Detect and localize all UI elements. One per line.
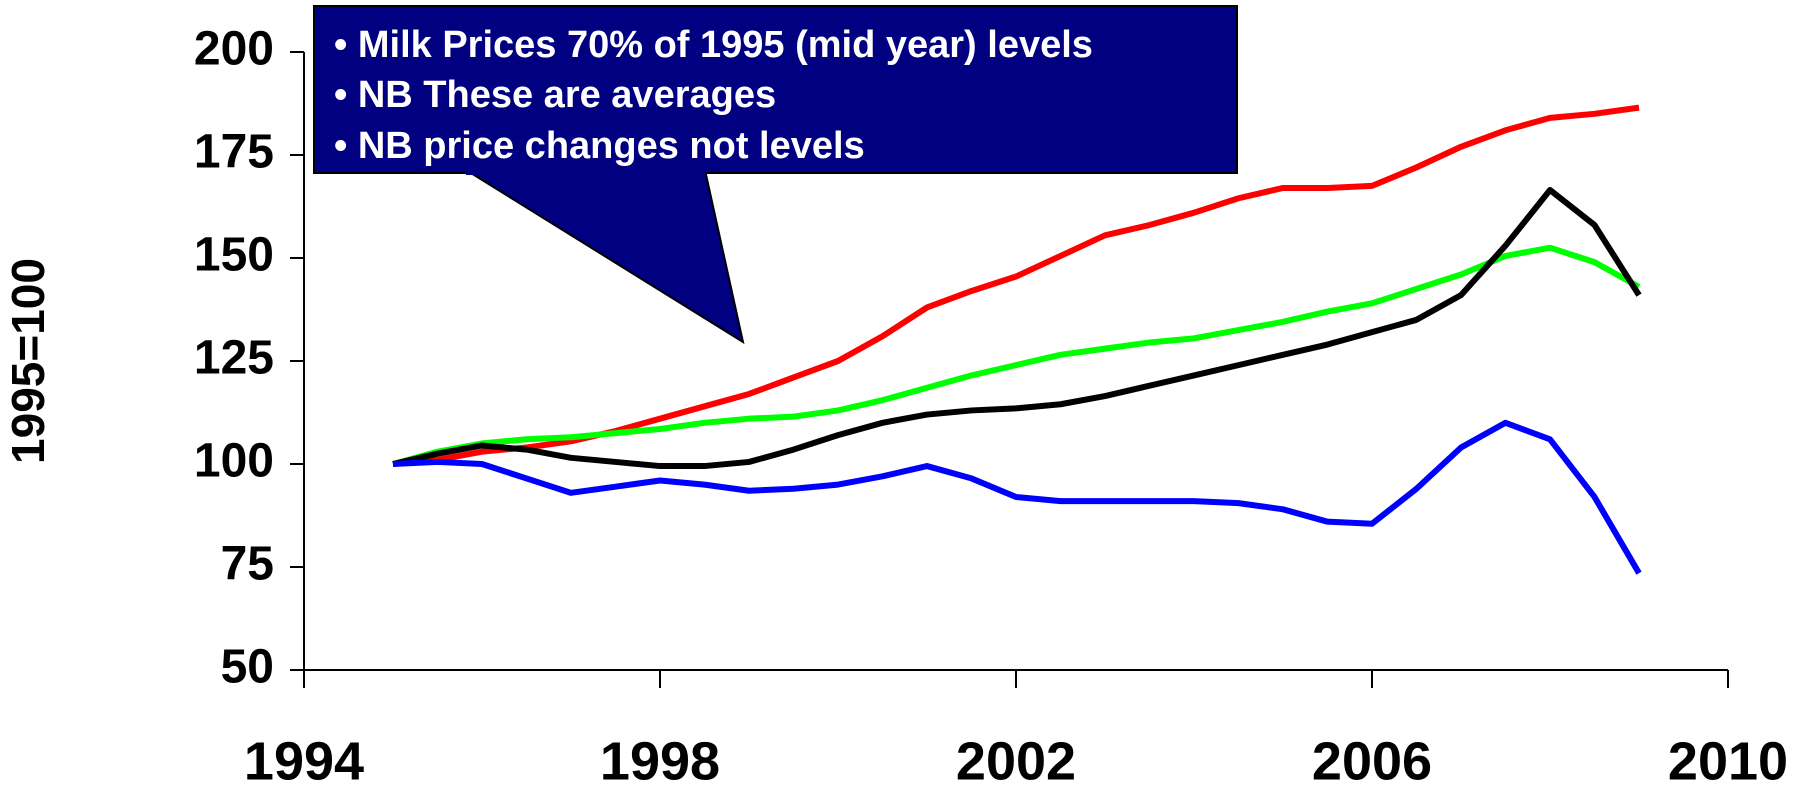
- series-line: [392, 419, 1642, 575]
- y-tick-label: 75: [221, 538, 274, 591]
- y-tick-label: 100: [194, 435, 274, 488]
- annotation: • NB These are averages: [334, 74, 776, 116]
- y-tick-label: 200: [194, 23, 274, 76]
- y-tick-label: 175: [194, 126, 274, 179]
- annotation: • Milk Prices 70% of 1995 (mid year) lev…: [334, 24, 1093, 66]
- y-axis-label: 1995=100: [2, 258, 54, 464]
- x-tick-label: 2002: [956, 731, 1076, 790]
- x-tick-label: 1998: [600, 731, 720, 790]
- series-line: [392, 187, 1642, 470]
- x-tick-label: 2010: [1668, 731, 1788, 790]
- callout-join: [466, 165, 705, 175]
- series-line: [392, 244, 1641, 467]
- callout-pointer: [462, 169, 745, 345]
- plot-area: 50 75 100 125 150 175 200 1994 1998 2002 2006 2010: [194, 23, 1788, 790]
- y-tick-label: 125: [194, 332, 274, 385]
- x-tick-label: 2006: [1312, 731, 1432, 790]
- y-tick-label: 150: [194, 229, 274, 282]
- x-tick-label: 1994: [244, 731, 364, 790]
- callout: • Milk Prices 70% of 1995 (mid year) lev…: [313, 5, 1238, 345]
- callout-box: [313, 5, 1238, 174]
- annotation: • NB price changes not levels: [334, 125, 865, 167]
- y-tick-label: 50: [221, 641, 274, 694]
